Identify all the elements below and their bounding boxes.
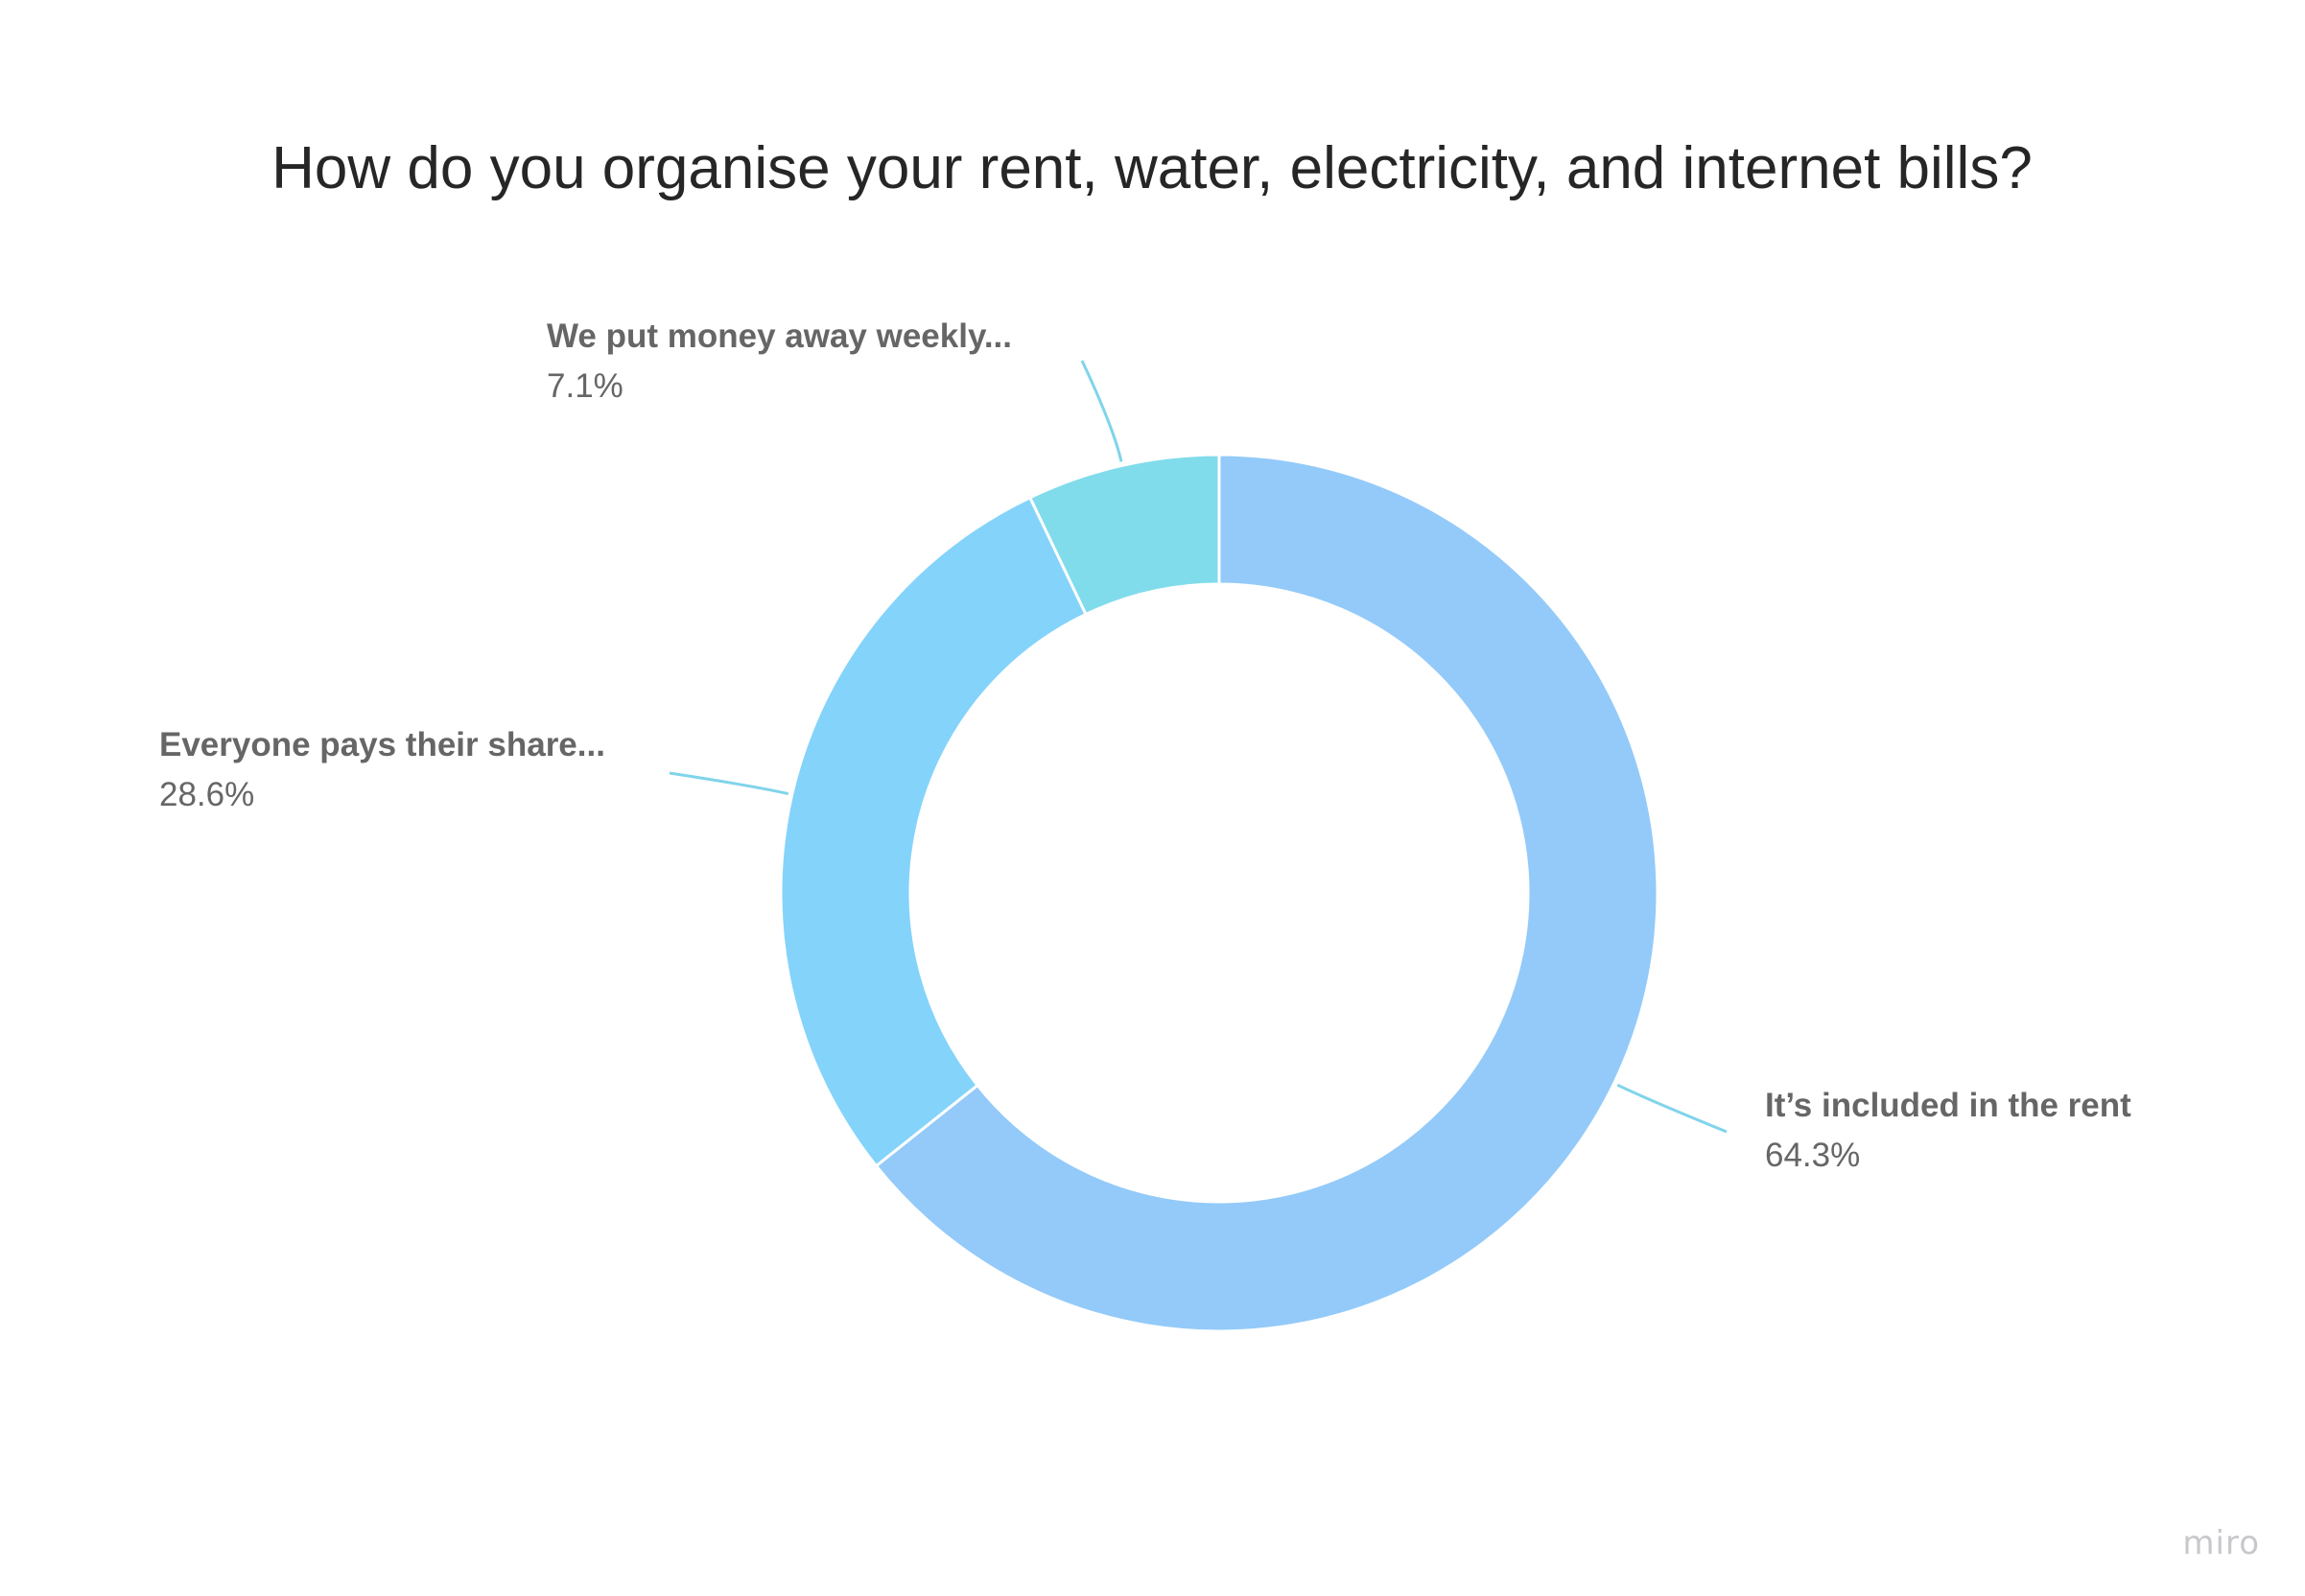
donut-slice-2: [779, 495, 1089, 1168]
slice-value-2: 28.6%: [159, 776, 254, 813]
donut-slice-3: [1027, 453, 1221, 617]
miro-watermark: miro: [2182, 1524, 2260, 1562]
leader-line-1: [1616, 1083, 1728, 1134]
slice-value-1: 64.3%: [1765, 1137, 1860, 1174]
leader-line-3: [1080, 360, 1123, 462]
leader-line-2: [669, 771, 789, 796]
slice-label-3: We put money away weekly...: [547, 317, 1012, 355]
leader-lines: [669, 360, 1728, 1134]
slice-label-1: It’s included in the rent: [1765, 1087, 2131, 1124]
slice-labels: It’s included in the rent 64.3% Everyone p…: [159, 317, 2131, 1174]
donut-slice-1: [874, 453, 1659, 1333]
slice-value-3: 7.1%: [547, 367, 623, 405]
chart-title: How do you organise your rent, water, el…: [271, 135, 2033, 201]
donut-slices: [779, 453, 1659, 1333]
slice-label-2: Everyone pays their share...: [159, 726, 605, 763]
